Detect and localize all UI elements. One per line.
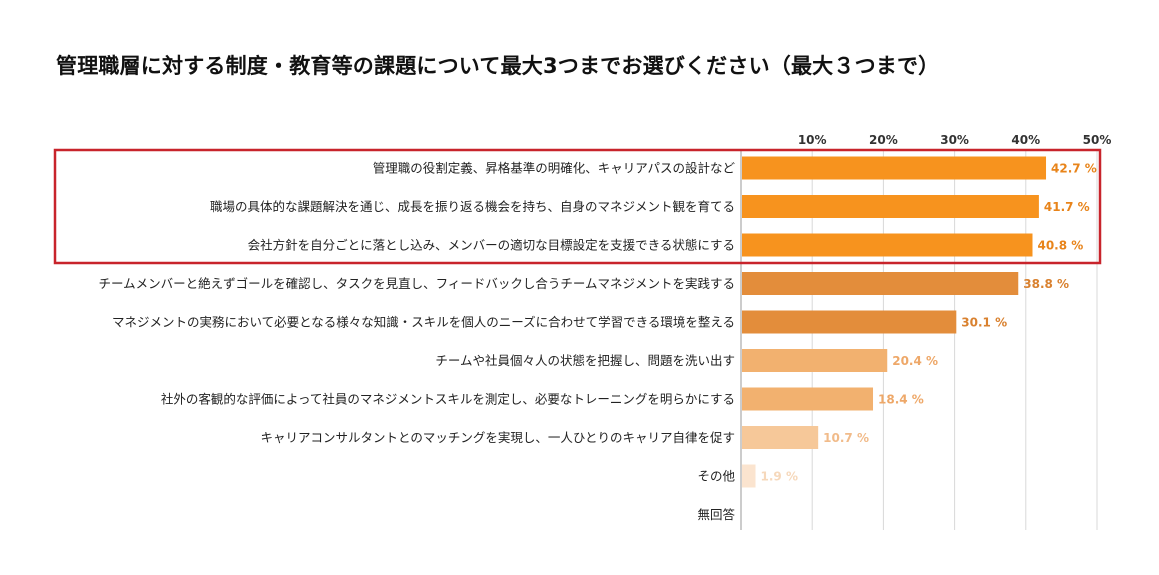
x-tick-label: 20% bbox=[869, 133, 898, 147]
x-tick-label: 30% bbox=[940, 133, 969, 147]
data-label: 30.1 % bbox=[961, 316, 1007, 330]
x-tick-label: 40% bbox=[1011, 133, 1040, 147]
data-label: 20.4 % bbox=[892, 354, 938, 368]
category-label: 会社方針を自分ごとに落とし込み、メンバーの適切な目標設定を支援できる状態にする bbox=[248, 238, 735, 253]
bars bbox=[742, 156, 1047, 488]
bar bbox=[742, 233, 1033, 257]
category-labels: 管理職の役割定義、昇格基準の明確化、キャリアパスの設計など職場の具体的な課題解決… bbox=[98, 161, 735, 523]
category-label: 社外の客観的な評価によって社員のマネジメントスキルを測定し、必要なトレーニングを… bbox=[161, 392, 735, 407]
x-tick-label: 50% bbox=[1083, 133, 1112, 147]
bar bbox=[742, 195, 1039, 218]
category-label: 職場の具体的な課題解決を通じ、成長を振り返る機会を持ち、自身のマネジメント観を育… bbox=[210, 199, 735, 214]
bar bbox=[742, 272, 1019, 295]
data-label: 10.7 % bbox=[823, 431, 869, 445]
x-axis-ticks: 10% 20% 30% 40% 50% bbox=[798, 133, 1112, 147]
category-label: マネジメントの実務において必要となる様々な知識・スキルを個人のニーズに合わせて学… bbox=[112, 315, 735, 330]
chart-title: 管理職層に対する制度・教育等の課題について最大3つまでお選びください（最大３つま… bbox=[56, 54, 940, 78]
bar bbox=[742, 310, 957, 334]
category-label: 管理職の役割定義、昇格基準の明確化、キャリアパスの設計など bbox=[373, 161, 736, 176]
x-tick-label: 10% bbox=[798, 133, 827, 147]
category-label: 無回答 bbox=[697, 507, 735, 522]
bar bbox=[742, 426, 819, 449]
category-label: キャリアコンサルタントとのマッチングを実現し、一人ひとりのキャリア自律を促す bbox=[260, 430, 735, 445]
data-label: 38.8 % bbox=[1023, 277, 1069, 291]
category-label: その他 bbox=[697, 469, 735, 484]
bar bbox=[742, 156, 1047, 180]
highlight-box bbox=[53, 148, 1102, 265]
bar bbox=[742, 349, 888, 372]
bar bbox=[742, 464, 756, 488]
data-label: 1.9 % bbox=[761, 470, 798, 484]
bar bbox=[742, 387, 874, 411]
data-label: 40.8 % bbox=[1037, 239, 1083, 253]
data-label: 18.4 % bbox=[878, 393, 924, 407]
category-label: チームメンバーと絶えずゴールを確認し、タスクを見直し、フィードバックし合うチーム… bbox=[98, 276, 735, 291]
data-label: 41.7 % bbox=[1044, 200, 1090, 214]
value-labels: 42.7 % 41.7 % 40.8 % 38.8 % 30.1 % 20.4 % 18.4… bbox=[761, 162, 1097, 484]
highlight-box-group bbox=[53, 148, 1102, 265]
data-label: 42.7 % bbox=[1051, 162, 1097, 176]
category-label: チームや社員個々人の状態を把握し、問題を洗い出す bbox=[435, 353, 735, 368]
